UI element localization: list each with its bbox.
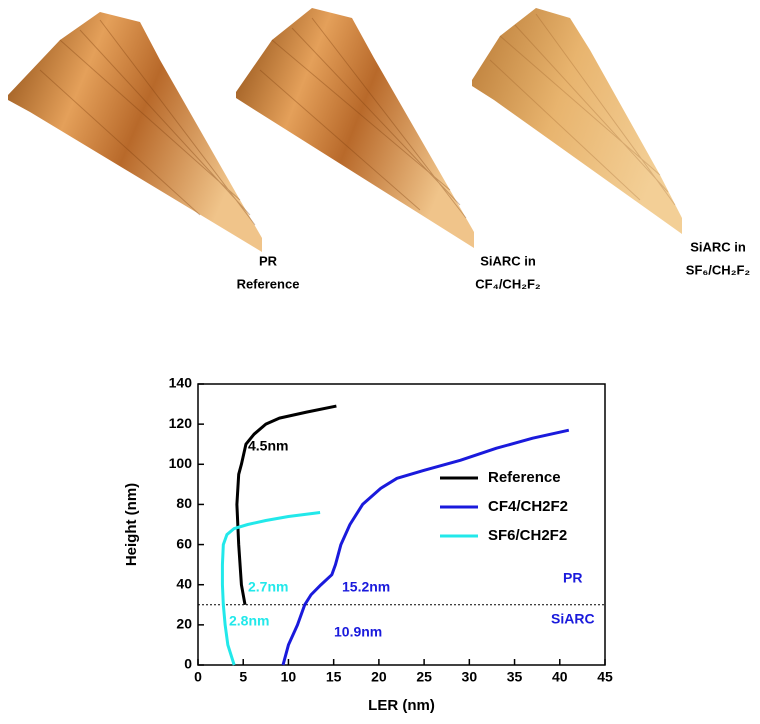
annotation: 2.8nm (229, 613, 269, 629)
x-tick-label: 25 (416, 669, 432, 685)
annotation: 10.9nm (334, 624, 382, 640)
y-tick-label: 80 (176, 495, 192, 511)
annotation: SiARC (551, 611, 595, 627)
y-tick-label: 40 (176, 575, 192, 591)
x-tick-label: 40 (552, 669, 568, 685)
annotation: 4.5nm (248, 438, 288, 454)
x-tick-label: 0 (194, 669, 202, 685)
y-tick-label: 20 (176, 616, 192, 632)
annotation: 15.2nm (342, 579, 390, 595)
afm-ridge (8, 12, 262, 252)
x-tick-label: 30 (462, 669, 478, 685)
panel-label: SF₆/CH₂F₂ (686, 262, 751, 277)
y-axis-label: Height (nm) (123, 483, 140, 566)
series-line (220, 510, 321, 666)
x-tick-label: 45 (597, 669, 613, 685)
legend-label: SF6/CH2F2 (488, 527, 567, 544)
afm-images (8, 8, 682, 252)
panel-label: Reference (237, 276, 300, 291)
y-tick-label: 140 (169, 375, 193, 391)
x-tick-label: 15 (326, 669, 342, 685)
x-tick-label: 10 (281, 669, 297, 685)
panel-label: SiARC in (480, 253, 536, 268)
x-tick-label: 5 (239, 669, 247, 685)
x-tick-label: 20 (371, 669, 387, 685)
series-line (235, 404, 337, 606)
panel-label: PR (259, 253, 278, 268)
series-line (281, 428, 570, 666)
afm-ridge (472, 8, 682, 234)
legend-label: CF4/CH2F2 (488, 498, 568, 515)
x-tick-label: 35 (507, 669, 523, 685)
y-tick-label: 60 (176, 535, 192, 551)
afm-ridge (236, 8, 474, 248)
legend-label: Reference (488, 469, 561, 486)
plot-frame (197, 383, 606, 666)
annotation: 2.7nm (248, 579, 288, 595)
y-tick-label: 100 (169, 455, 193, 471)
texture (39, 13, 676, 226)
panel-label: SiARC in (690, 239, 746, 254)
annotation: PR (563, 570, 582, 586)
x-axis-label: LER (nm) (368, 697, 435, 714)
y-tick-label: 120 (169, 415, 193, 431)
panel-label: CF₄/CH₂F₂ (475, 276, 541, 291)
y-tick-label: 0 (184, 656, 192, 672)
